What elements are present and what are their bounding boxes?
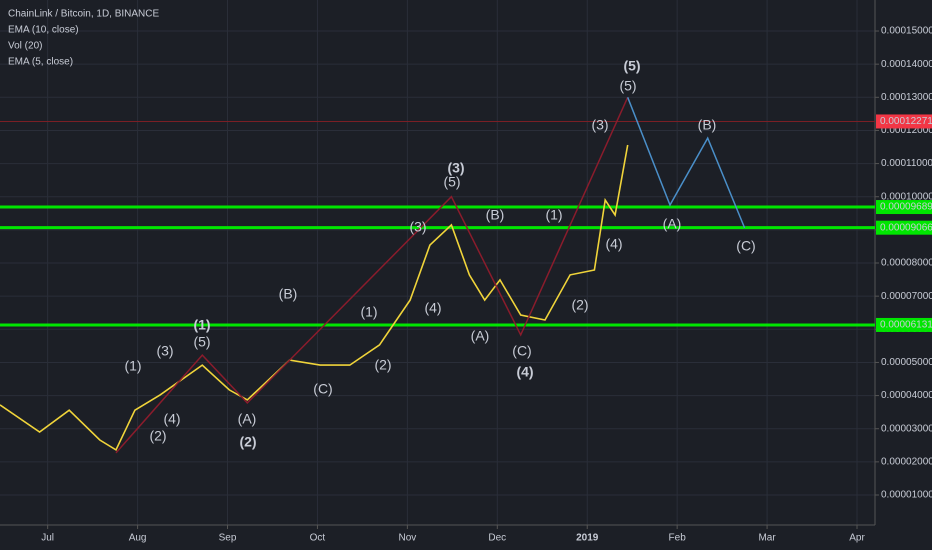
wave-label: (5) <box>443 174 460 190</box>
wave-label: (A) <box>238 411 257 427</box>
y-tick-label: 0.00015000 <box>881 26 932 37</box>
wave-label: (3) <box>409 219 426 235</box>
wave-label: (3) <box>591 117 608 133</box>
y-tick-label: 0.00007000 <box>881 291 932 302</box>
level-label: 0.00006131 <box>880 320 932 331</box>
x-tick-label: Jul <box>41 533 54 544</box>
wave-label: (2) <box>149 428 166 444</box>
y-tick-label: 0.00010000 <box>881 191 932 202</box>
y-tick-label: 0.00005000 <box>881 357 932 368</box>
wave-label: (2) <box>571 297 588 313</box>
wave-label: (4) <box>424 300 441 316</box>
wave-line <box>115 96 629 454</box>
wave-label: (A) <box>663 216 682 232</box>
x-tick-label: Nov <box>398 533 416 544</box>
wave-label: (1) <box>193 317 210 333</box>
wave-label: (C) <box>736 238 755 254</box>
y-tick-label: 0.00011000 <box>881 158 932 169</box>
level-label: 0.00012271 <box>880 116 932 127</box>
x-tick-label: Feb <box>669 533 687 544</box>
y-tick-label: 0.00004000 <box>881 390 932 401</box>
wave-label: (4) <box>163 411 180 427</box>
level-label-box <box>876 317 932 332</box>
y-tick-label: 0.00013000 <box>881 92 932 103</box>
x-tick-label: Dec <box>488 533 506 544</box>
level-label: 0.00009066 <box>880 222 932 233</box>
grid <box>0 0 875 525</box>
wave-label: (C) <box>512 343 531 359</box>
wave-label: (5) <box>619 78 636 94</box>
level-label-box <box>876 200 932 215</box>
wave-label: (3) <box>156 343 173 359</box>
y-tick-label: 0.00012000 <box>881 125 932 136</box>
y-tick-label: 0.00003000 <box>881 423 932 434</box>
wave-label: (B) <box>486 207 505 223</box>
wave-label: (1) <box>124 358 141 374</box>
wave-line <box>627 97 746 229</box>
x-tick-label: Aug <box>129 533 147 544</box>
legend-entry: EMA (5, close) <box>8 57 73 68</box>
x-tick-label: Sep <box>219 533 237 544</box>
x-tick-label: 2019 <box>576 533 599 544</box>
level-label-box <box>876 220 932 235</box>
wave-label: (4) <box>516 364 533 380</box>
wave-label: (B) <box>279 286 298 302</box>
y-tick-label: 0.00014000 <box>881 59 932 70</box>
wave-label: (2) <box>239 434 256 450</box>
x-tick-label: Mar <box>758 533 776 544</box>
price-line <box>0 144 629 452</box>
wave-label: (1) <box>545 207 562 223</box>
wave-label: (5) <box>193 334 210 350</box>
wave-label: (1) <box>360 304 377 320</box>
level-label-box <box>876 114 932 129</box>
level-label: 0.00009689 <box>880 202 932 213</box>
wave-label: (5) <box>623 58 640 74</box>
legend-entry: Vol (20) <box>8 41 42 52</box>
chart-title: ChainLink / Bitcoin, 1D, BINANCE <box>8 9 160 20</box>
wave-label: (A) <box>471 328 490 344</box>
wave-label: (4) <box>605 236 622 252</box>
y-tick-label: 0.00008000 <box>881 258 932 269</box>
wave-label: (C) <box>313 381 332 397</box>
wave-label: (2) <box>374 357 391 373</box>
y-tick-label: 0.00002000 <box>881 457 932 468</box>
legend-entry: EMA (10, close) <box>8 25 79 36</box>
y-tick-label: 0.00001000 <box>881 490 932 501</box>
x-tick-label: Oct <box>310 533 326 544</box>
x-tick-label: Apr <box>849 533 865 544</box>
wave-label: (3) <box>447 160 464 176</box>
wave-label: (B) <box>698 117 717 133</box>
